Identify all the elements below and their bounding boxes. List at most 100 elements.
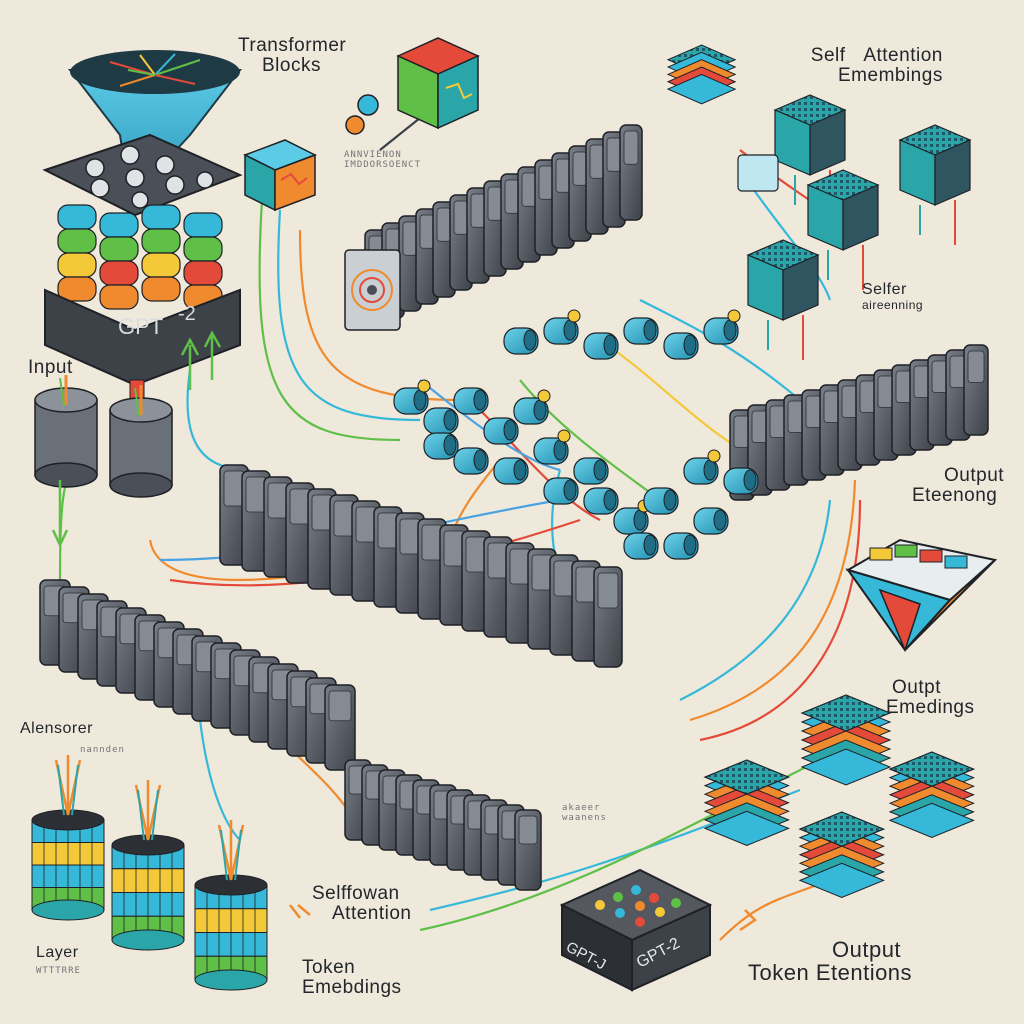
top-transformer-block-face <box>521 172 537 207</box>
column-segment <box>57 276 97 302</box>
signal-light <box>417 379 431 393</box>
embedding-cube-right <box>842 184 879 251</box>
label-selffowan-attention: Selffowan Attention <box>312 883 412 924</box>
middle-transformer-block-face <box>575 566 597 603</box>
glass-panel <box>737 154 779 192</box>
pill-end <box>723 319 737 341</box>
column-segment <box>99 212 139 238</box>
top-transformer-block-face <box>470 193 486 228</box>
middle-transformer-block-face <box>553 560 575 597</box>
top-transformer-block-face <box>589 144 605 179</box>
top-transformer-block-face <box>623 130 639 165</box>
layer-wires <box>220 829 242 881</box>
spiral-ring <box>351 269 393 311</box>
label-selfer-layer: Selfer aireenning <box>862 281 924 312</box>
middle-transformer-block-face <box>333 500 355 537</box>
top-transformer-block-face <box>419 214 435 249</box>
pill-end <box>743 469 757 491</box>
top-transformer-block-face <box>436 207 452 242</box>
gpt-block-label-right: -2 <box>178 303 196 325</box>
label-token-emebdings: Token Emebdings <box>302 957 402 998</box>
transformer-cubes <box>243 37 480 212</box>
layer-wires <box>57 764 79 816</box>
pill-end <box>703 459 717 481</box>
pill-end <box>563 479 577 501</box>
signal-light <box>727 309 741 323</box>
input-wire <box>134 387 140 417</box>
middle-transformer-block-face <box>487 542 509 579</box>
wire <box>519 379 661 501</box>
cube <box>243 139 317 212</box>
funnel-burst <box>109 53 201 87</box>
layer-wires <box>137 789 159 841</box>
middle-transformer-block-face <box>355 506 377 543</box>
lower-transformer-block-face <box>518 815 538 845</box>
middle-transformer-block-face <box>311 494 333 531</box>
middle-transformer-block-face <box>377 512 399 549</box>
flow-arrows <box>51 330 757 932</box>
label-outpt-emedings: Outpt Emedings <box>886 677 975 718</box>
funnel-mouth <box>70 50 240 94</box>
label-input: Input <box>28 357 73 378</box>
spiral-core <box>367 285 377 295</box>
column-segment <box>57 228 97 254</box>
pill-end <box>553 439 567 461</box>
signal-light <box>707 449 721 463</box>
signal-light <box>537 389 551 403</box>
top-transformer-block-face <box>555 158 571 193</box>
cube <box>396 37 480 130</box>
pill-end <box>643 319 657 341</box>
pill-end <box>443 434 457 456</box>
column-segment <box>57 204 97 230</box>
input-wire <box>59 377 65 407</box>
middle-transformer-block-face <box>531 554 553 591</box>
right-transformer-block-face <box>967 350 985 383</box>
pill-end <box>523 329 537 351</box>
top-transformer-block-face <box>606 137 622 172</box>
attention-pill-cluster <box>393 309 759 560</box>
block-columns <box>57 204 223 310</box>
middle-transformer-block-face <box>443 530 465 567</box>
column-segment <box>141 204 181 230</box>
wire <box>689 479 857 722</box>
middle-transformer-block-face <box>421 524 443 561</box>
top-transformer-block-face <box>572 151 588 186</box>
pill-end <box>473 449 487 471</box>
output-chip-stacks <box>703 694 976 899</box>
wire <box>719 878 831 941</box>
label-alensorer: Alensorer <box>20 720 93 737</box>
pill-end <box>713 509 727 531</box>
layer-cylinder-base <box>111 929 185 951</box>
caption-center-small: akaeer waanens <box>562 803 607 823</box>
pill-end <box>413 389 427 411</box>
pill-end <box>513 459 527 481</box>
embedding-cube-right <box>934 139 971 206</box>
pill-end <box>603 334 617 356</box>
layer-cylinders <box>31 755 268 991</box>
output-chip-top <box>800 694 892 732</box>
pill-end <box>683 334 697 356</box>
pill-end <box>633 509 647 531</box>
gpt-block-label-left: GPT <box>118 314 163 339</box>
middle-transformer-block-face <box>465 536 487 573</box>
pill-end <box>473 389 487 411</box>
layer-cylinder-base <box>31 899 105 921</box>
pill-end <box>663 489 677 511</box>
gpt-chip: GPT-J GPT-2 <box>559 868 713 992</box>
output-chip-layer <box>800 748 892 786</box>
middle-transformer-block-face <box>399 518 421 555</box>
wire <box>258 199 401 442</box>
wire <box>277 209 421 422</box>
column-segment <box>99 284 139 310</box>
column-segment <box>141 252 181 278</box>
top-transformer-block-face <box>504 179 520 214</box>
chip-lights <box>595 885 681 927</box>
column-segment <box>99 260 139 286</box>
label-output-eterong: Output Eteenong <box>912 465 1005 506</box>
middle-transformer-block-face <box>597 572 619 609</box>
label-self-attention-embeddings: Self Attention Emembings <box>810 45 943 86</box>
output-gem <box>845 538 998 653</box>
input-cylinders <box>34 375 173 498</box>
pill-end <box>443 409 457 431</box>
wire <box>679 499 832 701</box>
